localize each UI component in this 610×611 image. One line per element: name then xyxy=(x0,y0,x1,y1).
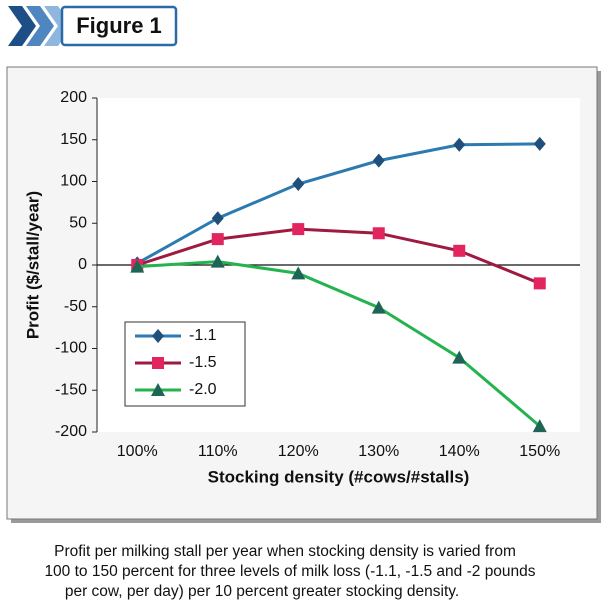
marker xyxy=(211,211,224,226)
chevron xyxy=(8,6,36,46)
figure-label: Figure 1 xyxy=(76,13,162,38)
y-tick-label: -50 xyxy=(64,298,87,315)
y-tick-label: 100 xyxy=(60,173,87,190)
y-tick-label: 150 xyxy=(60,131,87,148)
x-tick-label: 120% xyxy=(278,443,319,460)
legend-label: -2.0 xyxy=(189,381,217,398)
marker xyxy=(292,223,305,236)
marker xyxy=(533,277,546,290)
x-tick-label: 140% xyxy=(439,443,480,460)
series-line xyxy=(136,227,541,285)
marker xyxy=(291,266,306,280)
series-line xyxy=(137,260,541,428)
caption-line: Profit per milking stall per year when s… xyxy=(54,543,516,560)
marker xyxy=(292,177,305,192)
figure-badge xyxy=(60,5,178,47)
marker xyxy=(210,254,225,268)
y-tick-label: 0 xyxy=(78,256,87,273)
caption-line: per cow, per day) per 10 percent greater… xyxy=(65,583,459,600)
marker xyxy=(372,227,385,240)
marker xyxy=(211,233,224,246)
legend-label: -1.5 xyxy=(189,354,217,371)
marker xyxy=(453,244,466,257)
marker xyxy=(130,259,145,273)
y-tick-label: 200 xyxy=(60,89,87,106)
chevron xyxy=(26,6,54,46)
y-tick-label: -150 xyxy=(55,381,87,398)
y-tick-label: -200 xyxy=(55,423,87,440)
marker xyxy=(533,136,546,151)
y-axis-title: Profit ($/stall/year) xyxy=(23,191,42,339)
y-tick-label: -100 xyxy=(55,340,87,357)
caption-line: 100 to 150 percent for three levels of m… xyxy=(44,563,535,580)
x-axis-title: Stocking density (#cows/#stalls) xyxy=(208,467,470,486)
x-tick-label: 100% xyxy=(117,443,158,460)
legend-marker xyxy=(151,383,165,396)
x-tick-label: 150% xyxy=(519,443,560,460)
y-tick-label: 50 xyxy=(69,214,87,231)
marker xyxy=(371,300,386,314)
legend-label: -1.1 xyxy=(189,327,217,344)
series-line xyxy=(136,142,540,265)
marker xyxy=(532,419,547,433)
marker xyxy=(372,153,385,168)
marker xyxy=(452,350,467,364)
legend-marker xyxy=(152,329,164,343)
x-tick-label: 110% xyxy=(198,443,238,460)
x-tick-label: 130% xyxy=(358,443,399,460)
legend-marker xyxy=(152,357,164,369)
marker xyxy=(453,137,466,152)
